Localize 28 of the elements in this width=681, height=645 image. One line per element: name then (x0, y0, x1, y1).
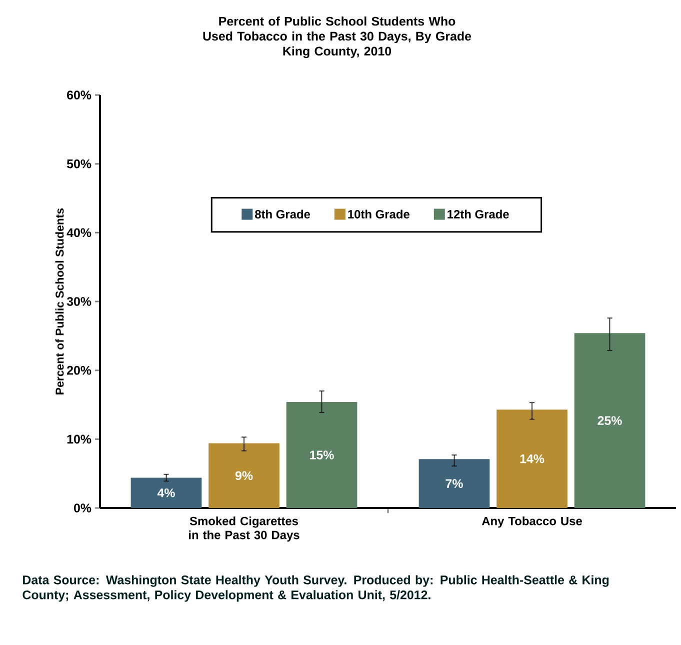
data-label: 25% (598, 416, 622, 425)
x-tick-label: Smoked Cigarettes in the Past 30 Days (189, 516, 300, 542)
source-note: Data Source: Washington State Healthy Youth Survey. Produced by: Public Health-Seattle & King County; Assessment, Policy Development & Evaluation Unit, 5/2012. (22, 575, 609, 602)
y-tick-label: 30% (66, 297, 92, 306)
y-axis-title: Percent of Public School Students (55, 208, 64, 394)
bar (574, 333, 646, 508)
legend-label: 12th Grade (448, 210, 509, 218)
bar (208, 443, 280, 508)
data-label: 14% (520, 454, 544, 464)
y-tick-label: 10% (67, 434, 92, 444)
y-tick-label: 60% (67, 90, 92, 100)
x-tick-label: Any Tobacco Use (482, 516, 582, 528)
bar (286, 402, 358, 508)
y-tick-label: 20% (67, 366, 92, 375)
legend-label: 8th Grade (255, 210, 310, 218)
bar (496, 410, 568, 508)
data-label: 15% (310, 450, 334, 460)
bar (418, 459, 490, 508)
data-label: 7% (446, 479, 463, 488)
bar (130, 478, 202, 508)
chart-subtitle: King County, 2010 (283, 46, 392, 58)
chart-title: Percent of Public School Students Who Used Tobacco in the Past 30 Days, By Grade (203, 16, 472, 44)
y-tick-label: 0% (74, 504, 92, 512)
legend-label: 10th Grade (348, 210, 410, 218)
data-label: 9% (235, 471, 253, 480)
data-label: 4% (157, 488, 175, 498)
y-tick-label: 50% (66, 159, 92, 168)
y-tick-label: 40% (66, 228, 92, 238)
